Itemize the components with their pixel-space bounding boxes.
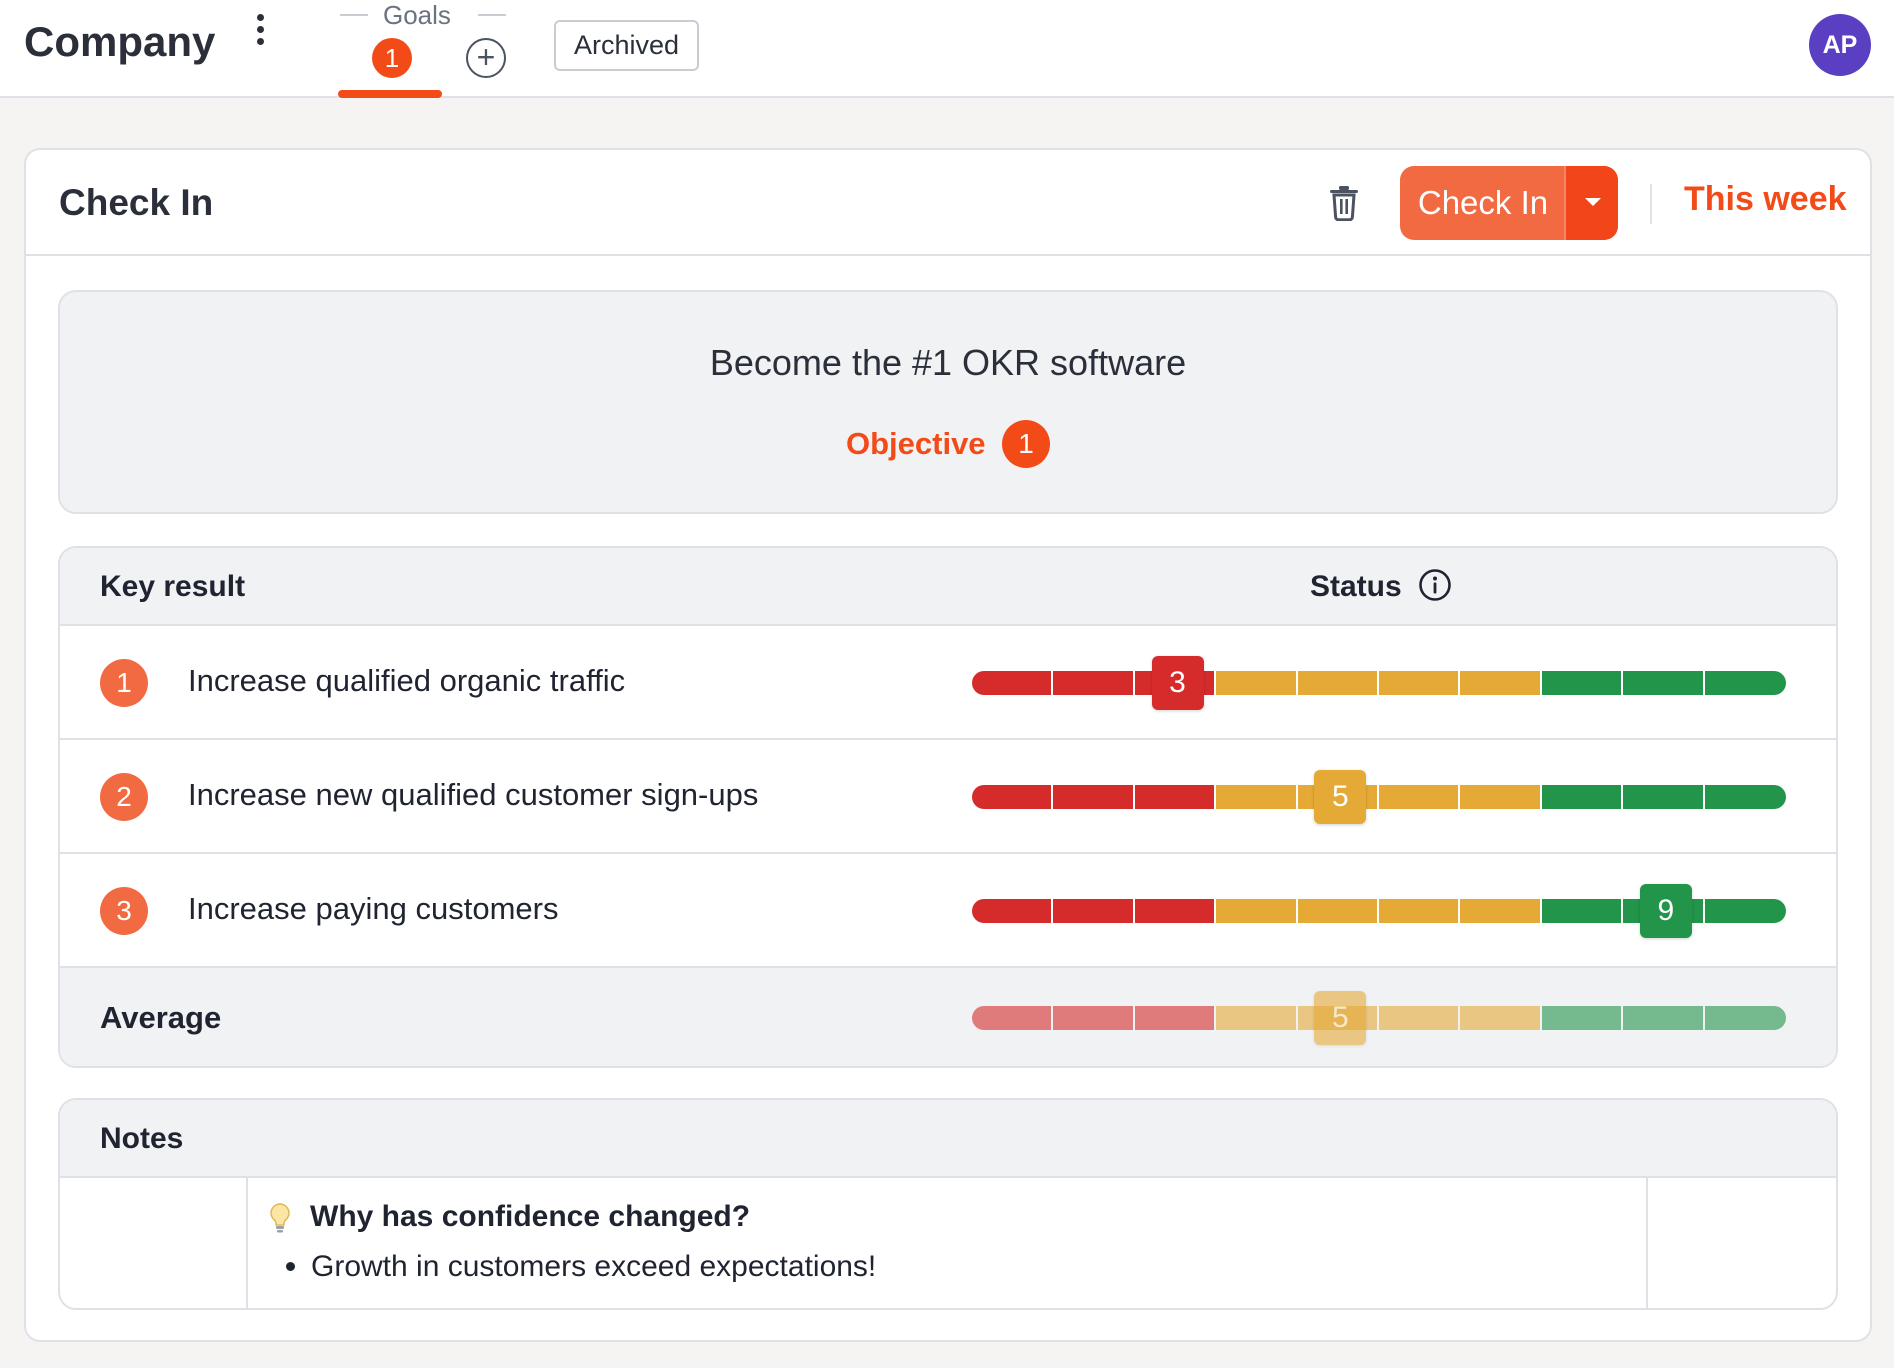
trash-icon[interactable] <box>1328 185 1360 221</box>
notes-card: Notes Why has confidence changed? Growth… <box>58 1098 1838 1310</box>
period-selector[interactable]: This week <box>1684 180 1847 218</box>
confidence-segment[interactable] <box>1053 785 1133 809</box>
confidence-segment[interactable] <box>1379 899 1459 923</box>
notes-title: Notes <box>100 1122 184 1155</box>
key-result-number-badge: 2 <box>100 773 148 821</box>
column-header-key-result: Key result <box>100 570 246 603</box>
plus-circle-icon: + <box>476 39 496 75</box>
key-result-title[interactable]: Increase paying customers <box>188 891 559 926</box>
confidence-segment[interactable] <box>1704 899 1786 923</box>
confidence-segment[interactable] <box>1053 671 1133 695</box>
confidence-segment[interactable] <box>1704 1006 1786 1030</box>
confidence-segment[interactable] <box>972 671 1052 695</box>
objective-number-badge: 1 <box>1002 420 1050 468</box>
confidence-segment[interactable] <box>1460 785 1540 809</box>
confidence-segment[interactable] <box>1134 785 1215 809</box>
confidence-segment[interactable] <box>1623 1006 1703 1030</box>
table-row: 1 Increase qualified organic traffic 3 <box>60 626 1836 740</box>
confidence-segment[interactable] <box>972 1006 1052 1030</box>
confidence-slider[interactable]: 3 <box>972 654 1786 712</box>
tab-goals-header: Goals <box>336 0 506 30</box>
top-bar: Company Goals 1 + Archived AP <box>0 0 1894 98</box>
confidence-slider[interactable]: 5 <box>972 768 1786 826</box>
key-result-number-badge: 1 <box>100 659 148 707</box>
notes-editor[interactable]: Why has confidence changed? Growth in cu… <box>248 1178 1646 1308</box>
table-row: 3 Increase paying customers 9 <box>60 854 1836 968</box>
confidence-handle[interactable]: 5 <box>1314 991 1367 1045</box>
confidence-segment[interactable] <box>1216 899 1296 923</box>
confidence-segment[interactable] <box>1379 785 1459 809</box>
company-name: Company <box>24 18 216 65</box>
key-results-header: Key result Status <box>60 548 1836 626</box>
confidence-segment[interactable] <box>1704 785 1786 809</box>
check-in-panel: Check In Check In This week Become the #… <box>24 148 1872 1342</box>
confidence-segment[interactable] <box>1541 1006 1622 1030</box>
average-confidence-bar: 5 <box>972 989 1786 1047</box>
average-row: Average 5 <box>60 968 1836 1066</box>
caret-down-icon[interactable] <box>1564 166 1618 240</box>
add-goal-button[interactable]: + <box>466 38 506 78</box>
confidence-segment[interactable] <box>1297 899 1377 923</box>
info-circle-icon[interactable] <box>1418 568 1452 602</box>
key-result-number-badge: 3 <box>100 887 148 935</box>
lightbulb-icon <box>270 1203 290 1233</box>
confidence-segment[interactable] <box>972 899 1052 923</box>
tab-goals-label: Goals <box>383 0 451 30</box>
notes-divider-right <box>1646 1178 1648 1308</box>
key-result-title[interactable]: Increase new qualified customer sign-ups <box>188 777 759 812</box>
confidence-segment[interactable] <box>1053 899 1133 923</box>
confidence-segment[interactable] <box>1460 899 1540 923</box>
confidence-segment[interactable] <box>1704 671 1786 695</box>
confidence-segment[interactable] <box>1623 671 1703 695</box>
objective-label: Objective <box>845 426 986 461</box>
table-row: 2 Increase new qualified customer sign-u… <box>60 740 1836 854</box>
confidence-handle[interactable]: 9 <box>1639 884 1692 938</box>
confidence-segment[interactable] <box>1216 671 1296 695</box>
bullet-icon <box>286 1261 295 1271</box>
avatar[interactable]: AP <box>1809 14 1871 76</box>
confidence-segment[interactable] <box>1541 785 1622 809</box>
active-tab-indicator <box>338 90 442 98</box>
confidence-segment[interactable] <box>1053 1006 1133 1030</box>
goal-count-badge[interactable]: 1 <box>372 38 412 78</box>
confidence-segment[interactable] <box>1297 671 1377 695</box>
check-in-header: Check In Check In This week <box>26 150 1870 256</box>
notes-question: Why has confidence changed? <box>310 1200 751 1233</box>
kebab-menu-icon[interactable] <box>252 14 268 54</box>
confidence-handle[interactable]: 5 <box>1314 770 1367 824</box>
tab-goals[interactable]: Goals 1 <box>336 0 506 98</box>
confidence-segment[interactable] <box>1541 671 1622 695</box>
confidence-segment[interactable] <box>1460 671 1540 695</box>
panel-title: Check In <box>59 182 214 223</box>
confidence-segment[interactable] <box>1216 1006 1296 1030</box>
key-result-title[interactable]: Increase qualified organic traffic <box>188 663 626 698</box>
confidence-slider[interactable]: 9 <box>972 882 1786 940</box>
confidence-segment[interactable] <box>1623 785 1703 809</box>
objective-tag: Objective 1 <box>60 420 1836 468</box>
key-results-table: Key result Status 1 Increase qualified o… <box>58 546 1838 1068</box>
note-text: Growth in customers exceed expectations! <box>311 1250 877 1283</box>
objective-title: Become the #1 OKR software <box>709 342 1187 383</box>
notes-divider-left <box>246 1178 248 1308</box>
confidence-segment[interactable] <box>1134 899 1215 923</box>
check-in-button[interactable]: Check In <box>1417 184 1549 221</box>
objective-card: Become the #1 OKR software Objective 1 <box>58 290 1838 514</box>
confidence-segment[interactable] <box>1216 785 1296 809</box>
header-divider <box>1650 184 1652 224</box>
confidence-segment[interactable] <box>1134 1006 1215 1030</box>
archived-button[interactable]: Archived <box>554 20 699 71</box>
confidence-handle[interactable]: 3 <box>1151 656 1204 710</box>
confidence-segment[interactable] <box>972 785 1052 809</box>
average-label: Average <box>100 1000 222 1035</box>
confidence-segment[interactable] <box>1541 899 1622 923</box>
confidence-segment[interactable] <box>1379 1006 1459 1030</box>
list-item: Growth in customers exceed expectations! <box>286 1250 876 1284</box>
confidence-segment[interactable] <box>1379 671 1459 695</box>
check-in-split-button: Check In <box>1400 166 1618 240</box>
confidence-segment[interactable] <box>1460 1006 1540 1030</box>
column-header-status: Status <box>1310 570 1402 603</box>
notes-header: Notes <box>60 1100 1836 1178</box>
